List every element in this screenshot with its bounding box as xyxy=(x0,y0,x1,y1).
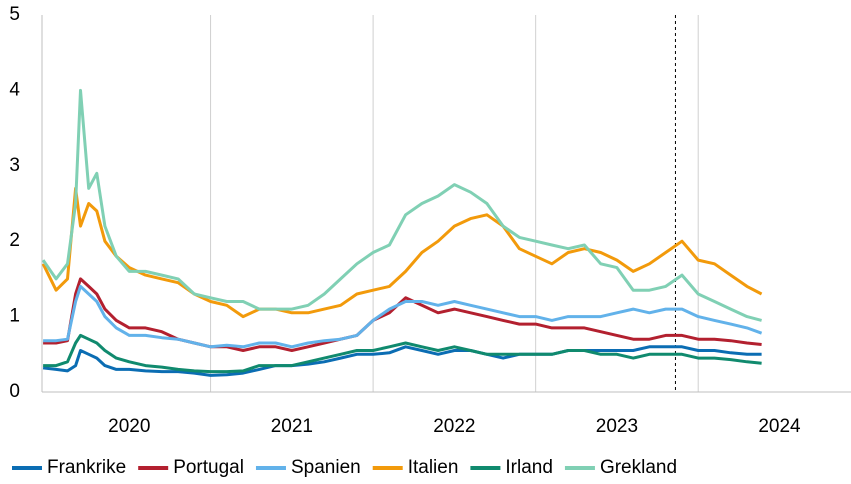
x-tick-label: 2022 xyxy=(433,416,475,437)
y-tick-label: 5 xyxy=(9,4,20,25)
x-tick-label: 2021 xyxy=(271,416,313,437)
x-tick-label: 2020 xyxy=(108,416,150,437)
x-tick-label: 2023 xyxy=(596,416,638,437)
legend-label: Grekland xyxy=(600,457,677,478)
legend-label: Frankrike xyxy=(47,457,126,478)
series-line xyxy=(43,284,763,349)
y-tick-label: 4 xyxy=(9,79,20,100)
legend-label: Portugal xyxy=(173,457,244,478)
series-line xyxy=(41,186,763,319)
series-line xyxy=(42,345,762,377)
y-tick-label: 1 xyxy=(9,306,20,327)
legend-label: Spanien xyxy=(291,457,361,478)
series-line xyxy=(43,333,762,374)
legend-label: Italien xyxy=(408,457,459,478)
x-tick-label: 2024 xyxy=(758,416,801,437)
legend-label: Irland xyxy=(505,457,553,478)
y-tick-label: 0 xyxy=(9,381,20,402)
y-tick-label: 3 xyxy=(9,155,20,176)
y-tick-label: 2 xyxy=(9,230,20,251)
series-line xyxy=(41,88,762,322)
